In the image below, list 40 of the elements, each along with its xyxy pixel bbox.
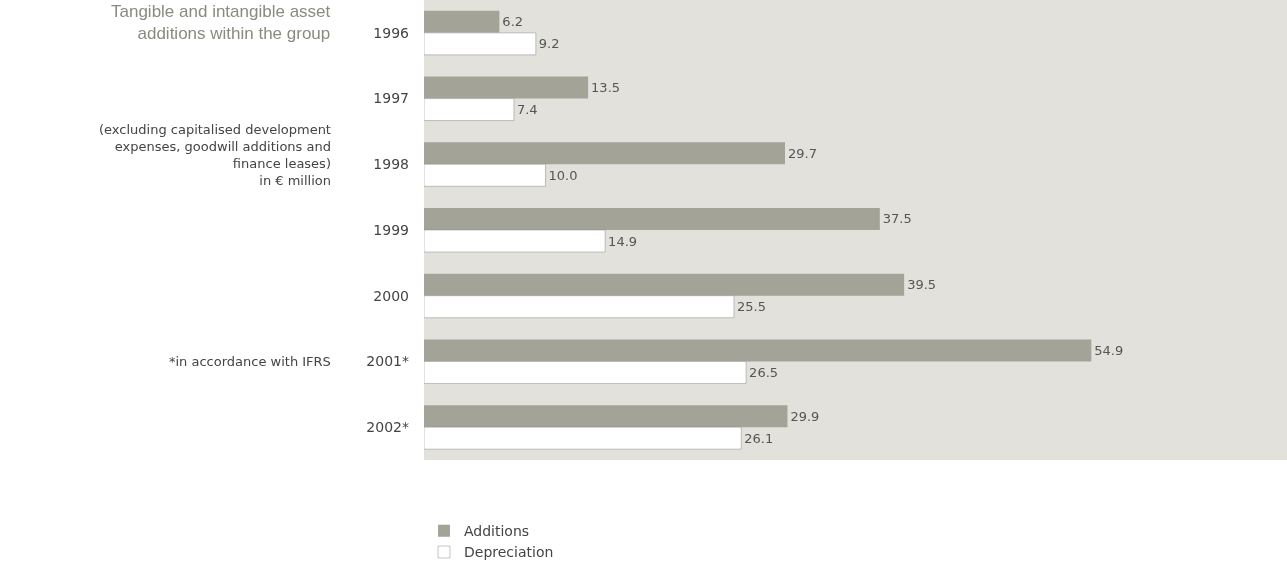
legend-label: Depreciation bbox=[464, 544, 554, 561]
bar bbox=[424, 229, 606, 253]
legend-label: Additions bbox=[464, 523, 530, 540]
y-tick-label: 2000 bbox=[373, 287, 409, 304]
y-tick-label: 2002* bbox=[366, 419, 409, 436]
bar bbox=[424, 273, 905, 296]
y-tick-label: 1996 bbox=[373, 24, 410, 41]
data-label: 25.5 bbox=[736, 299, 766, 315]
bar bbox=[424, 339, 1092, 362]
bar bbox=[424, 207, 880, 230]
y-tick-label: 1997 bbox=[373, 90, 409, 107]
data-label: 29.9 bbox=[790, 408, 820, 424]
data-label: 29.7 bbox=[788, 145, 817, 161]
bar bbox=[424, 142, 785, 165]
data-label: 14.9 bbox=[608, 233, 638, 249]
bar bbox=[424, 405, 788, 428]
data-label: 9.2 bbox=[538, 36, 560, 52]
text: Tangible and intangible asset additions within the group bbox=[111, 2, 331, 44]
data-label: 10.0 bbox=[548, 167, 578, 183]
bar bbox=[424, 76, 589, 99]
data-label: 6.2 bbox=[502, 14, 524, 30]
y-tick-label: 1999 bbox=[373, 221, 409, 238]
bar bbox=[424, 295, 735, 318]
data-label: 13.5 bbox=[591, 80, 621, 96]
bar bbox=[424, 164, 546, 187]
text: (excluding capitalised development expenses, goodwill additions and finance leases) in € million bbox=[99, 122, 331, 188]
bar bbox=[424, 426, 742, 450]
data-label: 54.9 bbox=[1094, 342, 1124, 358]
data-label: 7.4 bbox=[516, 102, 538, 118]
data-label: 26.5 bbox=[749, 364, 779, 380]
bar bbox=[424, 10, 500, 33]
y-tick-label: 2001* bbox=[366, 353, 409, 370]
bar bbox=[424, 32, 537, 56]
bar bbox=[424, 361, 747, 384]
bar bbox=[424, 98, 515, 121]
data-label: 39.5 bbox=[907, 277, 937, 293]
data-label: 37.5 bbox=[882, 211, 912, 227]
data-label: 26.1 bbox=[744, 430, 774, 446]
text: *in accordance with IFRS bbox=[169, 354, 331, 369]
y-tick-label: 1998 bbox=[373, 156, 409, 173]
